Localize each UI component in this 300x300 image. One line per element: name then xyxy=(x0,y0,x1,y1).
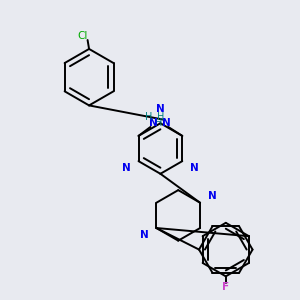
Text: N: N xyxy=(122,163,131,173)
Text: H: H xyxy=(145,112,152,122)
Text: N: N xyxy=(162,118,171,128)
Text: H: H xyxy=(155,118,163,128)
Text: N: N xyxy=(140,230,149,240)
Text: N: N xyxy=(208,191,217,201)
Text: N: N xyxy=(190,163,199,173)
Text: N: N xyxy=(156,104,165,114)
Text: Cl: Cl xyxy=(77,31,88,40)
Text: H: H xyxy=(157,112,164,122)
Text: N: N xyxy=(149,118,158,128)
Text: F: F xyxy=(222,282,230,292)
